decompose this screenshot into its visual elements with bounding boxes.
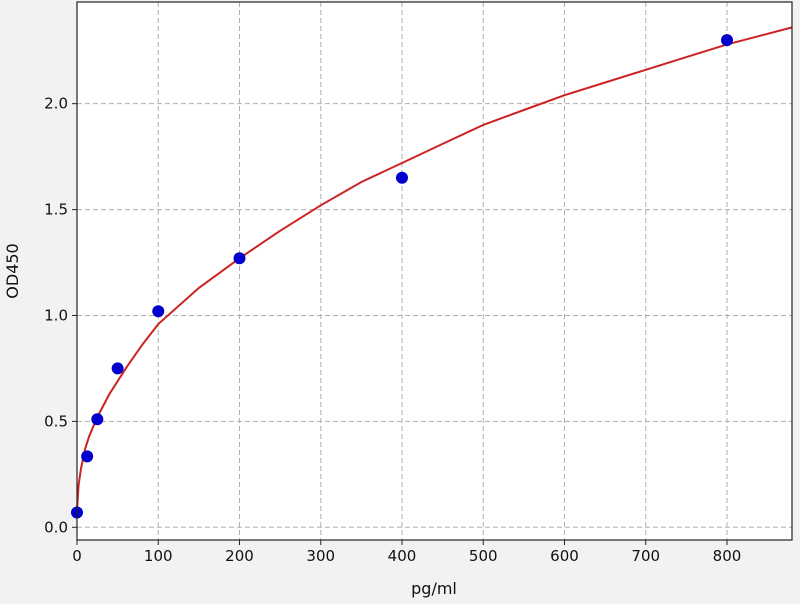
data-point — [721, 34, 733, 47]
x-tick-label: 500 — [469, 547, 498, 565]
y-axis-label: OD450 — [3, 243, 22, 298]
x-tick-label: 400 — [388, 547, 417, 565]
data-point — [233, 252, 246, 265]
fit-curve-group — [76, 26, 793, 511]
data-point — [81, 450, 94, 463]
y-tick-label: 1.5 — [44, 201, 68, 219]
grid — [76, 2, 792, 540]
x-tick-label: 300 — [306, 547, 335, 565]
data-point — [111, 362, 124, 375]
x-tick-label: 100 — [144, 547, 173, 565]
fit-curve — [76, 26, 793, 511]
y-tick-label: 0.0 — [44, 518, 68, 536]
data-point — [91, 413, 104, 426]
y-axis: 0.0 0.5 1.0 1.5 2.0 — [44, 95, 77, 536]
x-tick-label: 0 — [72, 547, 82, 565]
x-tick-label: 200 — [225, 547, 254, 565]
x-tick-label: 700 — [631, 547, 660, 565]
y-tick-label: 0.5 — [44, 412, 68, 430]
data-point — [152, 305, 165, 318]
plot-frame — [76, 1, 793, 541]
x-tick-label: 800 — [713, 547, 742, 565]
x-tick-label: 600 — [550, 547, 579, 565]
plot-area — [77, 2, 792, 540]
data-point — [396, 171, 408, 184]
points-group — [71, 34, 733, 519]
y-tick-label: 1.0 — [44, 306, 68, 324]
x-axis-label: pg/ml — [411, 579, 457, 598]
x-axis: 0 100 200 300 400 500 600 700 800 — [72, 540, 741, 565]
y-tick-label: 2.0 — [44, 95, 68, 113]
